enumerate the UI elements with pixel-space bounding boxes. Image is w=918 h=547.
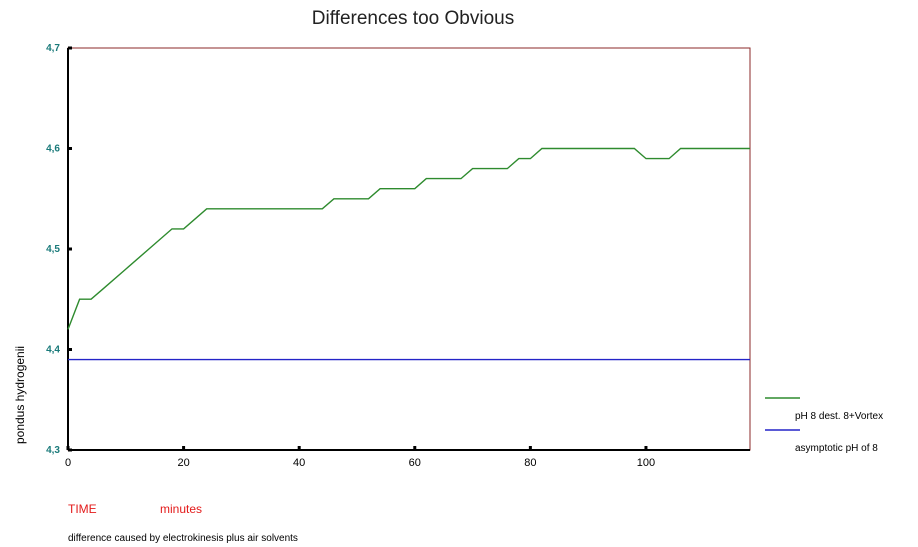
- x-axis-ticks: 0 20 40 60 80 100: [65, 446, 655, 469]
- x-tick-label: 60: [409, 457, 421, 469]
- x-tick-label: 0: [65, 457, 71, 469]
- y-tick-label: 4,7: [46, 43, 60, 54]
- x-tick-label: 80: [524, 457, 536, 469]
- x-axis-label: TIME: [68, 502, 97, 516]
- x-axis-unit: minutes: [160, 502, 203, 516]
- x-tick-label: 20: [177, 457, 189, 469]
- series-group: [67, 147, 750, 361]
- legend-label-1: pH 8 dest. 8+Vortex: [795, 411, 883, 422]
- y-axis-ticks: 4,3 4,4 4,5 4,6 4,7: [46, 43, 72, 456]
- chart-note: difference caused by electrokinesis plus…: [68, 533, 298, 544]
- x-tick-label: 100: [637, 457, 655, 469]
- y-tick-label: 4,6: [46, 144, 60, 155]
- y-tick-label: 4,4: [46, 345, 60, 356]
- plot-frame-group: [67, 47, 751, 451]
- y-axis-label: pondus hydrogenii: [13, 346, 27, 444]
- plot-frame: [67, 47, 751, 451]
- legend: pH 8 dest. 8+Vortex asymptotic pH of 8: [765, 397, 883, 454]
- y-tick-label: 4,5: [46, 244, 60, 255]
- y-tick-label: 4,3: [46, 445, 60, 456]
- legend-label-2: asymptotic pH of 8: [795, 443, 878, 454]
- series-line-1: [67, 147, 750, 330]
- chart-title: Differences too Obvious: [311, 8, 515, 29]
- x-tick-label: 40: [293, 457, 305, 469]
